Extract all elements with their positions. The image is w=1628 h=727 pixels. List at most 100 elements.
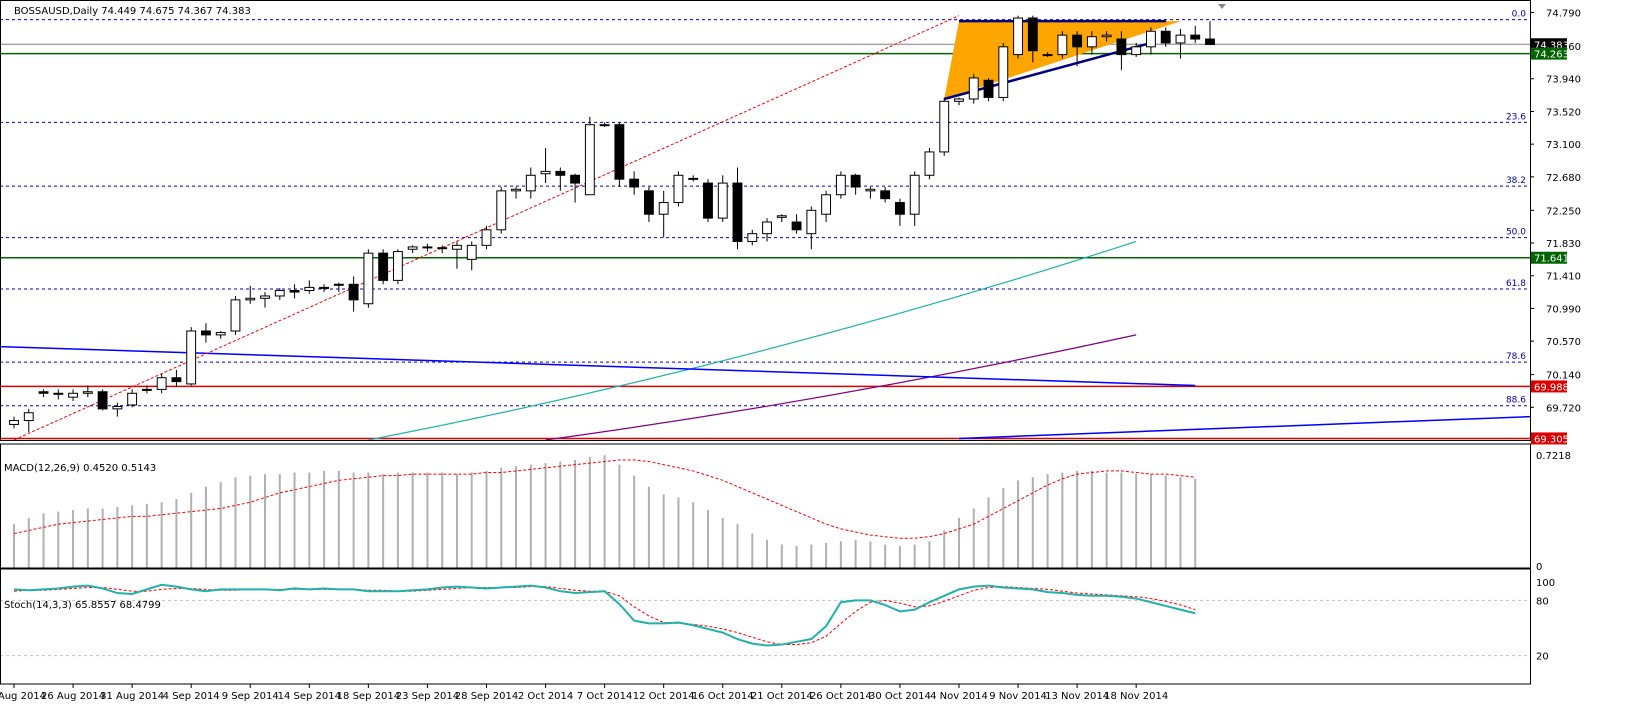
moving-average-mid	[545, 334, 1137, 441]
time-tick-label: 31 Aug 2014	[100, 691, 164, 702]
candle-body	[939, 100, 950, 153]
candle-body	[407, 246, 418, 250]
time-tick-label: 14 Sep 2014	[278, 691, 341, 702]
candle-body	[865, 188, 876, 192]
time-tick-label: 13 Nov 2014	[1045, 691, 1109, 702]
price-tag-label: 74.383	[1534, 40, 1569, 51]
candle-body	[629, 178, 640, 188]
candle-body	[363, 252, 374, 305]
price-tick-label: 70.990	[1546, 304, 1581, 315]
candle-body	[1072, 34, 1083, 48]
time-tick-label: 9 Sep 2014	[222, 691, 279, 702]
candle-body	[260, 295, 270, 299]
price-tick-label: 70.570	[1546, 337, 1581, 348]
stochastic-pane[interactable]	[0, 583, 1530, 657]
price-pane-frame	[0, 0, 1531, 441]
candle-body	[968, 77, 979, 100]
candle-body	[127, 392, 138, 406]
candle-body	[673, 174, 684, 204]
time-tick-label: 30 Oct 2014	[869, 691, 931, 702]
candle-body	[688, 177, 699, 180]
candle-body	[230, 299, 241, 332]
chart-shift-marker	[1218, 4, 1226, 9]
candle-body	[880, 190, 891, 200]
time-tick-label: 2 Oct 2014	[518, 691, 573, 702]
candle-body	[732, 182, 743, 242]
price-tag-box	[1531, 251, 1567, 264]
price-tick-label: 73.100	[1546, 140, 1581, 151]
fib-level-label: 88.6	[1506, 396, 1526, 406]
fib-level-label: 0.0	[1512, 10, 1527, 20]
candle-body	[171, 377, 182, 383]
candle-body	[141, 388, 152, 391]
candle-body	[304, 286, 315, 292]
candle-body	[1086, 36, 1097, 48]
price-pane[interactable]: 0.0 23.6 38.2 50.0 61.8 78.6 88.6	[0, 10, 1531, 441]
candle-body	[983, 79, 994, 98]
price-tag-label: 71.641	[1534, 254, 1569, 265]
price-tag-box	[1531, 38, 1567, 51]
stoch-main-line	[13, 583, 1196, 647]
candle-body	[806, 209, 817, 235]
time-tick-label: 4 Sep 2014	[163, 691, 220, 702]
moving-average-fast	[368, 240, 1137, 441]
time-tick-label: 12 Oct 2014	[633, 691, 695, 702]
candle-body	[97, 391, 108, 410]
time-tick-label: 26 Oct 2014	[810, 691, 872, 702]
price-tag-box	[1531, 47, 1567, 60]
stoch-tick-label: 20	[1536, 652, 1549, 663]
candle-body	[703, 182, 713, 219]
candle-body	[791, 221, 802, 231]
candle-body	[1013, 17, 1023, 56]
price-tick-label: 71.830	[1546, 239, 1581, 250]
candle-body	[525, 174, 536, 192]
candle-body	[1146, 30, 1156, 48]
time-tick-label: 18 Sep 2014	[337, 691, 400, 702]
candle-body	[570, 174, 581, 184]
candle-body	[954, 98, 964, 102]
fib-level-label: 38.2	[1506, 176, 1526, 186]
candle-body	[909, 174, 920, 215]
price-tick-label: 71.410	[1546, 272, 1581, 283]
candle-body	[333, 283, 344, 286]
price-tick-label: 73.520	[1546, 107, 1581, 118]
time-tick-label: 28 Sep 2014	[455, 691, 518, 702]
candle-body	[998, 46, 1009, 98]
candle-body	[821, 194, 832, 215]
candle-body	[1205, 38, 1215, 45]
candle-body	[496, 190, 507, 231]
time-tick-label: 23 Sep 2014	[396, 691, 459, 702]
candle-body	[850, 174, 861, 188]
candle-body	[835, 174, 846, 196]
price-tick-label: 69.720	[1546, 403, 1581, 414]
candle-body	[717, 182, 728, 219]
macd-pane[interactable]	[13, 455, 1197, 568]
stoch-pane-frame	[0, 568, 1531, 685]
time-tick-label: 21 Aug 2014	[0, 691, 46, 702]
candle-body	[319, 286, 330, 289]
candle-body	[23, 412, 34, 422]
candle-body	[392, 251, 403, 281]
time-tick-label: 21 Oct 2014	[751, 691, 813, 702]
price-tag-label: 69.988	[1534, 382, 1569, 393]
candle-body	[452, 244, 462, 250]
macd-header: MACD(12,26,9) 0.4520 0.5143	[4, 463, 156, 474]
candle-body	[38, 391, 49, 394]
candle-body	[1101, 34, 1112, 38]
candle-body	[776, 215, 787, 218]
candle-body	[215, 332, 226, 336]
time-tick-label: 26 Aug 2014	[41, 691, 105, 702]
price-tick-label: 74.790	[1546, 9, 1581, 20]
fib-level-label: 23.6	[1506, 112, 1526, 122]
candle-body	[112, 406, 123, 410]
candle-body	[378, 252, 389, 281]
candle-body	[289, 290, 300, 293]
macd-pane-frame	[0, 443, 1531, 569]
candle-body	[68, 392, 78, 398]
candle-body	[245, 297, 256, 301]
macd-signal-line	[13, 459, 1196, 539]
candle-body	[201, 330, 211, 336]
candle-body	[422, 246, 433, 249]
